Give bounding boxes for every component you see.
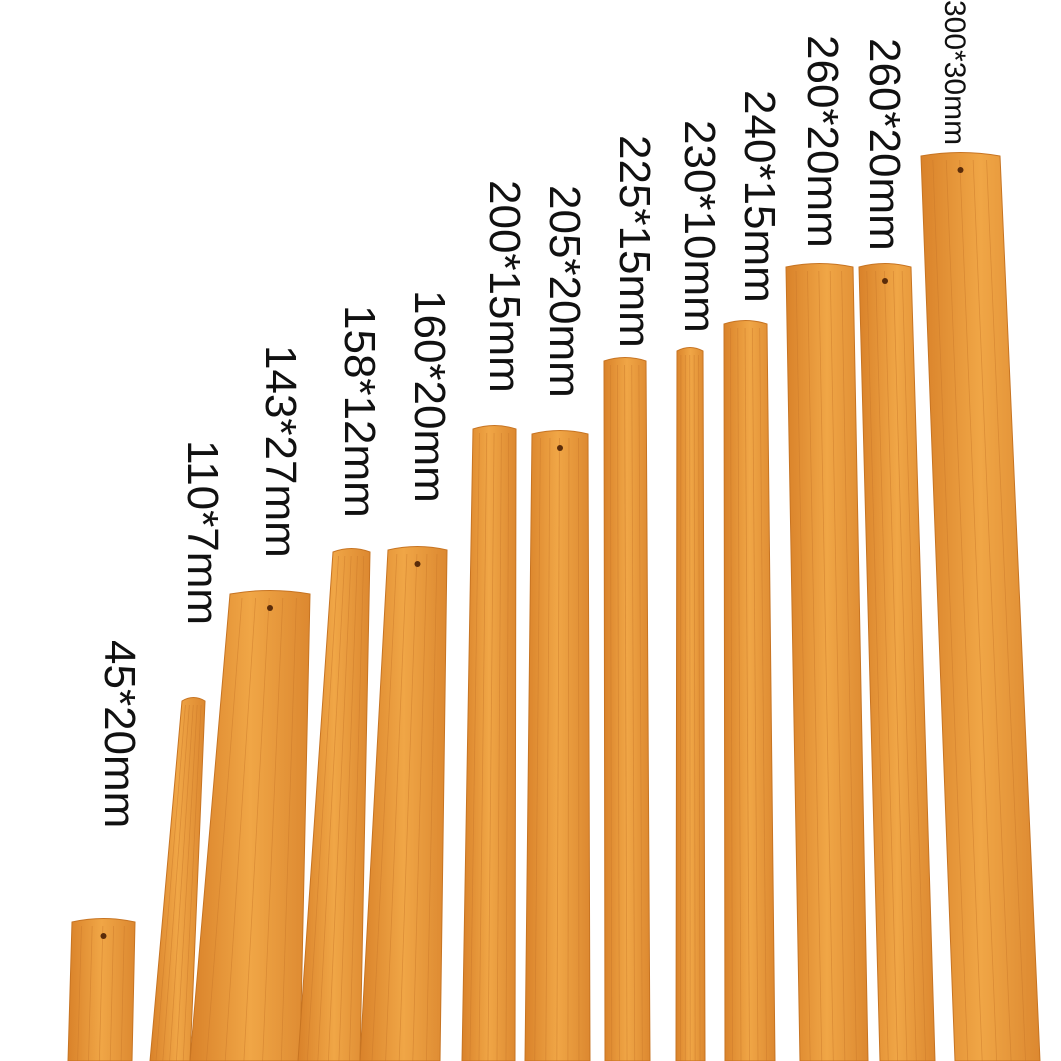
wood-grain <box>972 159 1012 1061</box>
wood-grain <box>617 364 620 1061</box>
hole <box>957 167 964 173</box>
wood-grain <box>807 270 823 1061</box>
bamboo-strip <box>603 357 651 1061</box>
wood-grain <box>901 270 927 1061</box>
wood-grain <box>243 597 270 1061</box>
bamboo-strip <box>189 590 311 1061</box>
size-label: 45*20mm <box>95 640 144 828</box>
bamboo-strip <box>723 320 776 1061</box>
wood-grain <box>818 270 834 1061</box>
wood-grain <box>875 270 898 1061</box>
wood-grain <box>478 432 488 1061</box>
size-label: 260*20mm <box>860 38 909 251</box>
wood-grain <box>385 553 408 1061</box>
wood-grain <box>624 364 628 1061</box>
wood-grain <box>638 364 643 1061</box>
size-label: 240*15mm <box>735 90 784 303</box>
wood-grain <box>679 354 682 1061</box>
wood-grain <box>730 327 733 1061</box>
wood-grain <box>841 270 857 1061</box>
size-label: 260*20mm <box>798 35 847 248</box>
wood-grain <box>631 364 636 1061</box>
wood-grain <box>162 704 190 1061</box>
wood-grain <box>534 437 541 1061</box>
wood-grain <box>884 270 908 1061</box>
size-label: 160*20mm <box>405 290 454 503</box>
wood-grain <box>155 704 186 1061</box>
strips <box>67 152 1041 1061</box>
wood-grain <box>206 597 243 1061</box>
wood-grain <box>317 555 346 1061</box>
bamboo-strip <box>675 347 706 1061</box>
wood-grain <box>469 432 480 1061</box>
wood-grain <box>412 553 428 1061</box>
wood-grain <box>945 159 983 1061</box>
wood-grain <box>986 159 1026 1061</box>
wood-grain <box>120 925 125 1061</box>
wood-grain <box>280 597 297 1061</box>
size-label: 225*15mm <box>610 135 659 348</box>
wood-grain <box>693 354 696 1061</box>
size-label: 143*27mm <box>256 345 305 558</box>
labels: 45*20mm 110*7mm 143*27mm 158*12mm 160*20mm 20… <box>95 0 971 828</box>
wood-grain <box>866 270 889 1061</box>
wood-grain <box>556 437 560 1061</box>
bamboo-strip <box>524 430 591 1061</box>
wood-grain <box>88 925 93 1061</box>
wood-grain <box>182 704 202 1061</box>
bamboo-strip <box>858 263 936 1061</box>
wood-grain <box>795 270 811 1061</box>
wood-grain <box>224 597 256 1061</box>
wood-grain <box>759 327 767 1061</box>
hole <box>882 278 888 284</box>
wood-grain <box>545 437 551 1061</box>
wood-grain <box>262 597 284 1061</box>
wood-grain <box>698 354 701 1061</box>
wood-grain <box>751 327 759 1061</box>
wood-grain <box>932 159 969 1061</box>
size-label: 300*30mm <box>938 0 971 145</box>
wood-grain <box>829 270 846 1061</box>
bamboo-strip <box>297 548 371 1061</box>
size-label: 205*20mm <box>540 185 589 398</box>
wood-grain <box>169 704 194 1061</box>
wood-grain <box>77 925 82 1061</box>
wood-grain <box>496 432 502 1061</box>
wood-grain <box>398 553 418 1061</box>
wood-grain <box>371 553 398 1061</box>
hole <box>557 445 563 451</box>
wood-grain <box>338 555 358 1061</box>
size-label: 230*10mm <box>675 120 724 333</box>
size-label: 200*15mm <box>480 180 529 393</box>
wood-grain <box>306 555 339 1061</box>
size-label: 158*12mm <box>335 305 384 518</box>
wood-grain <box>892 270 917 1061</box>
hole <box>267 605 273 611</box>
wood-grain <box>567 437 570 1061</box>
wood-grain <box>487 432 495 1061</box>
hole <box>100 933 107 939</box>
hole <box>414 561 421 567</box>
wood-grain <box>609 364 613 1061</box>
wood-grain <box>176 704 198 1061</box>
size-label: 110*7mm <box>178 440 227 625</box>
wood-grain <box>349 555 365 1061</box>
bamboo-strip <box>920 152 1041 1061</box>
wood-grain <box>505 432 510 1061</box>
bamboo-strip <box>461 425 517 1061</box>
wood-grain <box>426 553 438 1061</box>
wood-grain <box>959 159 998 1061</box>
wood-grain <box>737 327 742 1061</box>
wood-grain <box>327 555 352 1061</box>
wood-grain <box>109 925 114 1061</box>
wood-grain <box>744 327 750 1061</box>
wood-grain <box>98 925 104 1061</box>
bamboo-strip <box>359 546 448 1061</box>
